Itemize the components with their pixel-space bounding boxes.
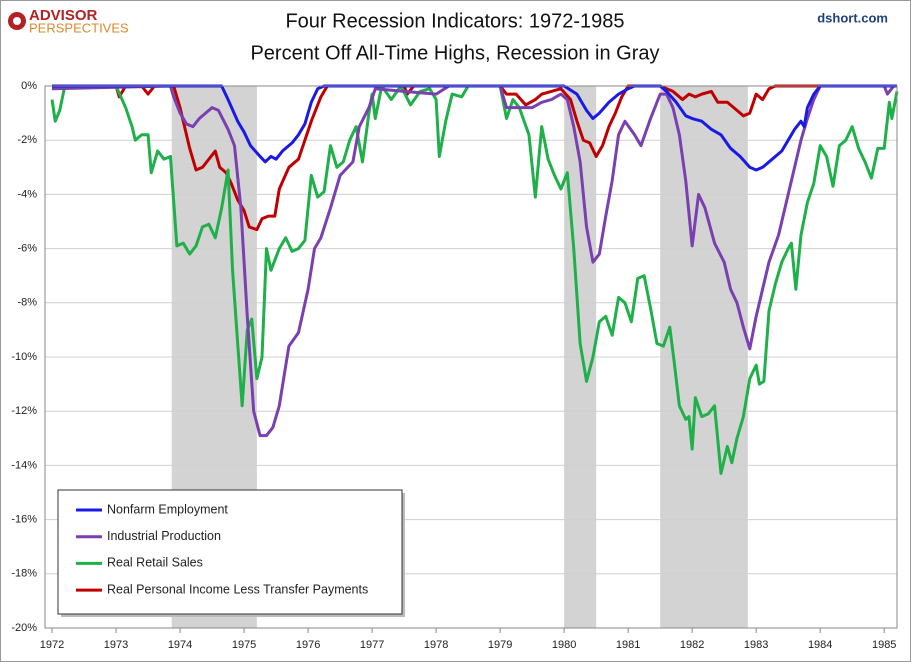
x-tick-label: 1976 [296,639,320,651]
series-line [52,84,895,438]
y-tick-label: 0% [21,80,37,92]
y-tick-label: -4% [17,188,37,200]
plot-frame [44,85,898,629]
y-tick-label: -20% [11,622,37,634]
brand: ADVISOR [29,7,98,24]
legend-label: Real Personal Income Less Transfer Payme… [107,582,368,596]
y-tick-label: -18% [11,568,37,580]
legend-box [57,489,403,615]
x-tick-label: 1982 [680,639,704,651]
brand-sub: PERSPECTIVES [29,20,129,35]
x-tick-label: 1978 [424,639,448,651]
series-line [52,84,897,172]
legend-label: Nonfarm Employment [107,502,228,516]
y-tick-label: -8% [17,297,37,309]
x-tick-label: 1972 [40,639,64,651]
x-tick-label: 1979 [488,639,512,651]
y-tick-label: -16% [11,514,37,526]
legend-label: Real Retail Sales [107,556,203,570]
y-tick-label: -10% [11,351,37,363]
y-tick-label: -2% [17,134,37,146]
x-tick-label: 1974 [168,639,192,651]
x-tick-label: 1985 [872,639,896,651]
x-tick-label: 1975 [232,639,256,651]
legend-label: Industrial Production [107,529,221,543]
x-tick-label: 1983 [744,639,768,651]
y-tick-label: -6% [17,243,37,255]
x-tick-label: 1977 [360,639,384,651]
x-tick-label: 1984 [808,639,832,651]
x-tick-label: 1973 [104,639,128,651]
chart-subtitle: Percent Off All-Time Highs, Recession in… [250,42,659,64]
y-tick-label: -14% [11,459,37,471]
x-tick-label: 1981 [616,639,640,651]
x-tick-label: 1980 [552,639,576,651]
source: dshort.com [817,10,888,25]
y-tick-label: -12% [11,405,37,417]
chart-title: Four Recession Indicators: 1972-1985 [285,10,624,32]
logo-icon-inner [13,17,21,25]
